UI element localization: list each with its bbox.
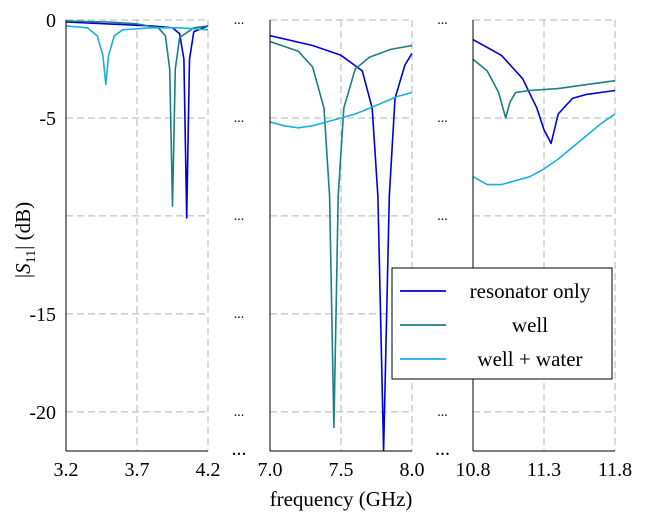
series-line-well-water-p1 bbox=[66, 25, 208, 86]
y-tick-labels: 0 -5 -15 -20 bbox=[29, 10, 56, 424]
y-axis-label: |S11| (dB) bbox=[11, 202, 39, 278]
series-line-well-p1 bbox=[66, 20, 208, 207]
y-tick-label: -5 bbox=[39, 108, 56, 130]
break-dots: ... bbox=[437, 405, 448, 420]
series-line-resonator-only-p1 bbox=[66, 21, 208, 219]
series-line-well-p2 bbox=[270, 40, 412, 429]
break-dots: ... bbox=[234, 405, 245, 420]
legend-label: well bbox=[512, 313, 548, 337]
axis-break-label: ... bbox=[232, 438, 247, 460]
break-dots: ... bbox=[234, 209, 245, 224]
series-line-resonator-only-p3 bbox=[473, 38, 615, 145]
y-tick-label: -15 bbox=[29, 304, 56, 326]
legend-label: resonator only bbox=[470, 279, 591, 303]
break-dots: ... bbox=[437, 111, 448, 126]
legend-box bbox=[391, 267, 613, 380]
series-line-well-water-p3 bbox=[473, 113, 615, 186]
legend: resonator only well well + water bbox=[391, 267, 613, 380]
x-tick-label: 8.0 bbox=[400, 459, 425, 481]
x-tick-label: 4.2 bbox=[196, 459, 221, 481]
series-line-well-water-p2 bbox=[270, 91, 412, 129]
series-line-well-p3 bbox=[473, 58, 615, 119]
x-tick-label: 11.3 bbox=[527, 459, 561, 481]
x-tick-label: 7.5 bbox=[329, 459, 354, 481]
break-dots: ... bbox=[234, 111, 245, 126]
axis-break-label: ... bbox=[435, 438, 450, 460]
break-dots: ... bbox=[234, 307, 245, 322]
x-axis-label: frequency (GHz) bbox=[270, 487, 413, 511]
break-dots: ... bbox=[437, 13, 448, 28]
y-tick-label: -20 bbox=[29, 402, 56, 424]
panel-p2: 7.0 7.5 8.0 bbox=[258, 19, 425, 481]
panel-p1: 3.2 3.7 4.2 bbox=[54, 19, 221, 481]
x-tick-label: 10.8 bbox=[456, 459, 491, 481]
x-tick-label: 7.0 bbox=[258, 459, 283, 481]
panel-p3: 10.8 11.3 11.8 bbox=[456, 19, 632, 481]
break-dots: ... bbox=[234, 13, 245, 28]
break-dots: ... bbox=[437, 209, 448, 224]
plot-panels: 3.2 3.7 4.2 7.0 7.5 8.0 10.8 11.3 11.8 bbox=[54, 19, 632, 481]
legend-label: well + water bbox=[477, 347, 582, 371]
x-tick-label: 11.8 bbox=[598, 459, 632, 481]
y-tick-label: 0 bbox=[46, 10, 56, 32]
x-tick-label: 3.7 bbox=[125, 459, 150, 481]
series-line-resonator-only-p2 bbox=[270, 34, 412, 451]
x-tick-label: 3.2 bbox=[54, 459, 79, 481]
